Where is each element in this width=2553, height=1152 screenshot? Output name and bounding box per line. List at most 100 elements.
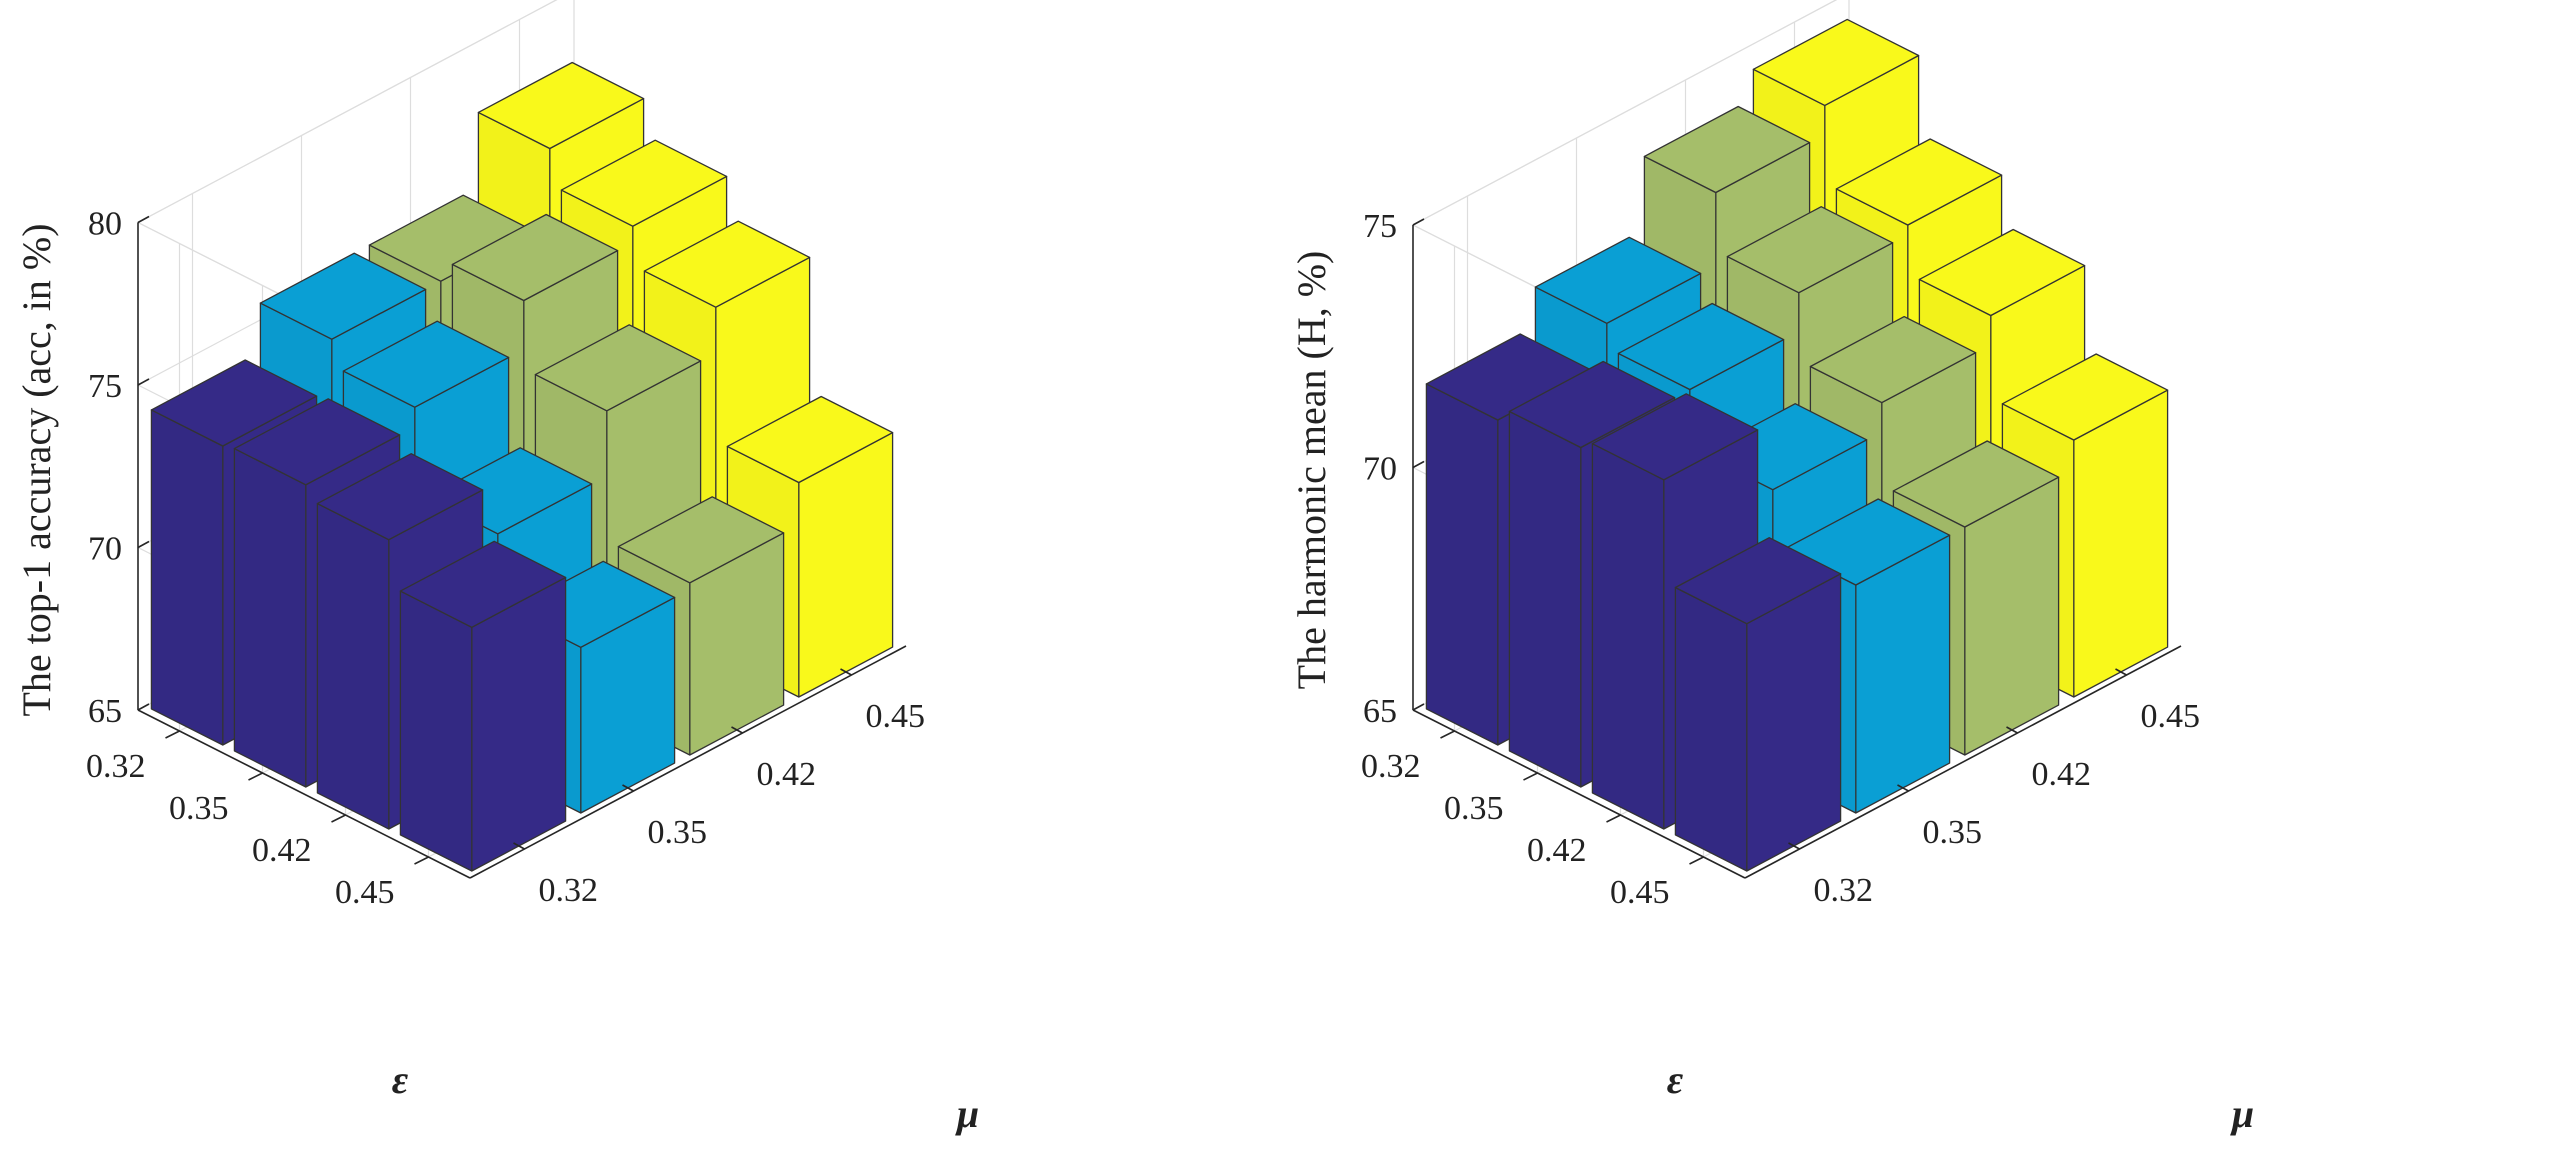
bar-front-face bbox=[1746, 573, 1842, 872]
bar-top-face bbox=[617, 496, 785, 584]
epsilon-tick-label: 0.32 bbox=[86, 748, 146, 785]
mu-tick-mark bbox=[1788, 842, 1800, 850]
bar-top-face bbox=[1892, 440, 2060, 528]
z-tick-label: 75 bbox=[88, 368, 122, 405]
epsilon-axis-label: ε bbox=[1667, 1057, 1684, 1102]
mu-tick-mark bbox=[513, 842, 525, 850]
z-tick-mark bbox=[1412, 460, 1425, 469]
bar-top-face bbox=[1674, 537, 1842, 625]
bar-side-face bbox=[1674, 586, 1748, 872]
epsilon-tick-label: 0.35 bbox=[1444, 790, 1504, 827]
mu-tick-mark bbox=[2115, 668, 2127, 676]
epsilon-tick-label: 0.45 bbox=[335, 874, 395, 911]
bar-top-face bbox=[1918, 228, 2086, 317]
bar-top-face bbox=[316, 453, 484, 541]
mu-tick-mark bbox=[2006, 726, 2018, 734]
bar-top-face bbox=[2001, 353, 2169, 441]
bar-top-face bbox=[1591, 393, 1759, 481]
bar-side-face bbox=[316, 502, 390, 830]
mu-tick-label: 0.35 bbox=[1923, 814, 1983, 851]
bar-top-face bbox=[342, 320, 510, 408]
epsilon-tick-label: 0.42 bbox=[1527, 832, 1587, 869]
z-axis-label: The top-1 accuracy (acc, in %) bbox=[14, 223, 59, 716]
bar-top-face bbox=[1643, 105, 1811, 194]
bar-front-face bbox=[471, 576, 567, 872]
z-tick-label: 65 bbox=[1363, 693, 1397, 730]
z-tick-mark bbox=[137, 215, 150, 224]
bar-top-face bbox=[150, 359, 318, 447]
mu-axis-label: μ bbox=[955, 1091, 979, 1136]
bar-top-face bbox=[560, 139, 728, 227]
epsilon-tick-mark bbox=[248, 772, 263, 781]
epsilon-axis-label: ε bbox=[392, 1057, 409, 1102]
mu-tick-label: 0.32 bbox=[539, 872, 599, 909]
bar-side-face bbox=[1425, 383, 1499, 746]
mu-tick-mark bbox=[622, 784, 634, 792]
bar-side-face bbox=[1508, 410, 1582, 788]
mu-tick-label: 0.45 bbox=[866, 698, 926, 735]
bar-top-face bbox=[1809, 315, 1977, 404]
epsilon-tick-label: 0.32 bbox=[1361, 748, 1421, 785]
bar-top-face bbox=[1534, 236, 1702, 324]
z-tick-label: 80 bbox=[88, 206, 122, 243]
bar-side-face bbox=[233, 447, 307, 788]
bar-top-face bbox=[1508, 360, 1676, 449]
epsilon-axis-line bbox=[137, 709, 471, 879]
epsilon-tick-mark bbox=[1689, 856, 1704, 865]
accuracy-chart: 65 70 75 80 0.32 0.35 0.42 0.45 0.32 0.35 0.42 0.45… bbox=[14, 0, 979, 1136]
epsilon-axis-line bbox=[1412, 709, 1746, 879]
mu-tick-label: 0.42 bbox=[757, 756, 817, 793]
z-tick-mark bbox=[1412, 218, 1425, 226]
mu-tick-mark bbox=[840, 668, 852, 676]
epsilon-tick-mark bbox=[331, 814, 346, 823]
epsilon-tick-label: 0.42 bbox=[252, 832, 312, 869]
bar-top-face bbox=[726, 395, 894, 484]
z-axis-label: The harmonic mean (H, %) bbox=[1289, 251, 1334, 690]
axes bbox=[137, 222, 907, 879]
bar-top-face bbox=[643, 220, 811, 308]
bar-top-face bbox=[399, 540, 567, 628]
epsilon-tick-mark bbox=[1440, 730, 1455, 739]
harmonic-mean-chart: 65 70 75 0.32 0.35 0.42 0.45 0.32 0.35 0.42 0.45 T… bbox=[1289, 0, 2254, 1136]
bar-top-face bbox=[477, 61, 645, 150]
z-tick-mark bbox=[1412, 703, 1425, 711]
bar-side-face bbox=[399, 590, 473, 872]
tick-labels: 65 70 75 0.32 0.35 0.42 0.45 0.32 0.35 0.42 0.45 bbox=[1361, 208, 2200, 911]
bar-front-face bbox=[2073, 389, 2169, 698]
tick-labels: 65 70 75 80 0.32 0.35 0.42 0.45 0.32 0.35 0.42 0.45 bbox=[86, 206, 925, 912]
mu-tick-mark bbox=[731, 726, 743, 734]
epsilon-tick-mark bbox=[165, 730, 180, 739]
z-tick-mark bbox=[137, 703, 150, 711]
bar-top-face bbox=[1726, 206, 1894, 294]
z-tick-label: 75 bbox=[1363, 208, 1397, 245]
bar bbox=[399, 540, 567, 872]
z-tick-label: 70 bbox=[88, 531, 122, 568]
z-tick-label: 65 bbox=[88, 693, 122, 730]
z-tick-mark bbox=[137, 540, 150, 549]
mu-tick-label: 0.45 bbox=[2141, 698, 2201, 735]
mu-tick-mark bbox=[1897, 784, 1909, 792]
mu-tick-label: 0.32 bbox=[1814, 872, 1874, 909]
bar-top-face bbox=[259, 252, 427, 340]
bar-top-face bbox=[1617, 302, 1785, 391]
bar-side-face bbox=[1591, 443, 1665, 830]
mu-axis-line bbox=[1744, 645, 2182, 879]
z-tick-mark bbox=[137, 378, 150, 386]
epsilon-tick-label: 0.45 bbox=[1610, 874, 1670, 911]
bar-top-face bbox=[451, 213, 619, 302]
mu-axis-label: μ bbox=[2230, 1091, 2254, 1136]
mu-tick-label: 0.35 bbox=[648, 814, 708, 851]
epsilon-tick-mark bbox=[1523, 772, 1538, 781]
bars bbox=[1425, 18, 2169, 872]
z-tick-label: 70 bbox=[1363, 451, 1397, 488]
epsilon-tick-mark bbox=[414, 856, 429, 865]
mu-tick-label: 0.42 bbox=[2032, 756, 2092, 793]
bar-side-face bbox=[150, 409, 224, 746]
mu-axis-line bbox=[469, 645, 907, 879]
epsilon-tick-label: 0.35 bbox=[169, 790, 229, 827]
epsilon-tick-mark bbox=[1606, 814, 1621, 823]
bars bbox=[150, 61, 894, 872]
bar bbox=[1674, 537, 1842, 872]
bar-top-face bbox=[534, 324, 702, 412]
